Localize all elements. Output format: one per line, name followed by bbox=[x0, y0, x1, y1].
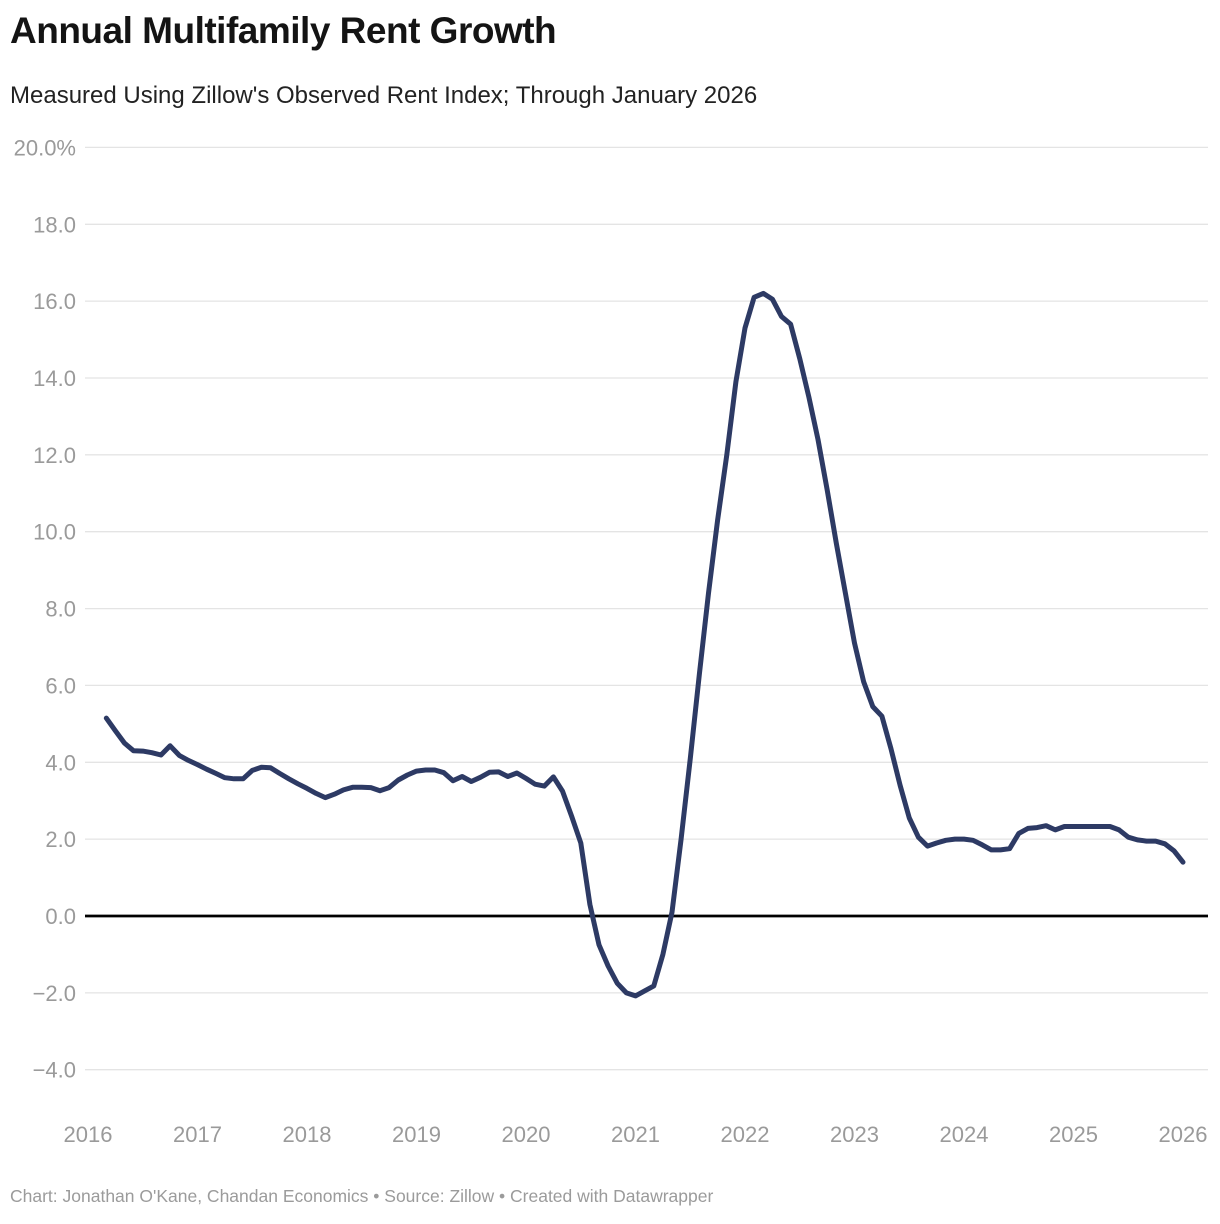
y-axis-label: 4.0 bbox=[45, 750, 76, 775]
y-axis-label: 2.0 bbox=[45, 827, 76, 852]
y-axis-label: 18.0 bbox=[33, 212, 76, 237]
y-axis-label: 16.0 bbox=[33, 289, 76, 314]
x-axis-label: 2024 bbox=[940, 1122, 989, 1147]
chart-credit: Chart: Jonathan O'Kane, Chandan Economic… bbox=[10, 1186, 714, 1206]
chart-title: Annual Multifamily Rent Growth bbox=[10, 10, 557, 51]
y-axis-label: 8.0 bbox=[45, 597, 76, 622]
x-axis-label: 2021 bbox=[611, 1122, 660, 1147]
x-axis-label: 2025 bbox=[1049, 1122, 1098, 1147]
x-axis-label: 2023 bbox=[830, 1122, 879, 1147]
y-axis-label: 6.0 bbox=[45, 673, 76, 698]
x-axis-label: 2022 bbox=[721, 1122, 770, 1147]
y-axis-label: 14.0 bbox=[33, 366, 76, 391]
x-axis-label: 2017 bbox=[173, 1122, 222, 1147]
y-axis-label: 10.0 bbox=[33, 520, 76, 545]
y-axis-label: −2.0 bbox=[33, 981, 76, 1006]
x-axis-label: 2026 bbox=[1159, 1122, 1208, 1147]
chart-subtitle: Measured Using Zillow's Observed Rent In… bbox=[10, 82, 758, 109]
x-axis-label: 2018 bbox=[283, 1122, 332, 1147]
x-axis-label: 2016 bbox=[64, 1122, 113, 1147]
y-axis-label: 12.0 bbox=[33, 443, 76, 468]
x-axis-label: 2020 bbox=[502, 1122, 551, 1147]
rent-growth-line bbox=[103, 290, 1186, 999]
y-axis-label: 20.0% bbox=[14, 135, 76, 160]
y-axis-label: 0.0 bbox=[45, 904, 76, 929]
y-axis-label: −4.0 bbox=[33, 1058, 76, 1083]
x-axis-label: 2019 bbox=[392, 1122, 441, 1147]
